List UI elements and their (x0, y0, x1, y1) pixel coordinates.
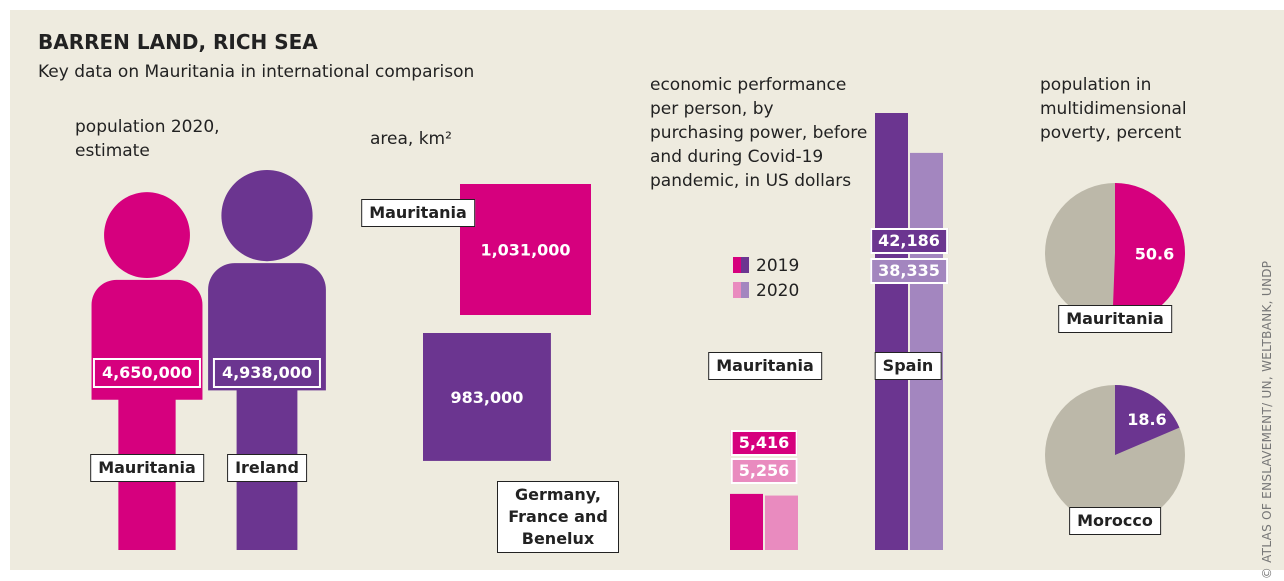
legend-swatch (733, 282, 741, 298)
chart-title: population 2020, estimate (75, 117, 220, 161)
chart-title: economic performance per person, by purc… (650, 75, 868, 191)
area-square (423, 333, 551, 461)
value-label: 4,650,000 (92, 358, 202, 388)
subtitle: Key data on Mauritania in international … (38, 62, 475, 82)
category-label: Germany, France and Benelux (497, 481, 619, 553)
value-label: 4,938,000 (212, 358, 322, 388)
legend-swatch (741, 282, 749, 298)
category-label: Morocco (1069, 507, 1161, 535)
category-label: Ireland (227, 454, 307, 482)
legend-label: 2020 (756, 281, 799, 301)
area-square (460, 184, 591, 315)
category-label: Mauritania (361, 199, 475, 227)
pie-slice (1115, 385, 1180, 455)
category-label: Spain (874, 352, 942, 380)
chart-title: population in multidimensional poverty, … (1040, 75, 1187, 143)
category-label: Mauritania (708, 352, 822, 380)
value-label: 50.6 (1135, 245, 1174, 264)
category-label: Mauritania (90, 454, 204, 482)
pie-slice (1112, 183, 1186, 323)
title: BARREN LAND, RICH SEA (38, 30, 318, 54)
bar (765, 495, 798, 550)
bar (730, 493, 763, 550)
value-label: 18.6 (1127, 410, 1166, 429)
bar (875, 113, 908, 550)
value-label: 38,335 (870, 258, 948, 284)
value-label: 983,000 (451, 388, 524, 407)
value-label: 5,256 (730, 457, 798, 484)
bar (910, 152, 943, 550)
value-label: 42,186 (870, 228, 948, 254)
category-label: Mauritania (1058, 305, 1172, 333)
value-label: 1,031,000 (480, 241, 570, 260)
chart-title: area, km² (370, 129, 452, 149)
value-label: 5,416 (730, 429, 798, 456)
legend-swatch (733, 257, 741, 273)
legend-label: 2019 (756, 256, 799, 276)
legend-swatch (741, 257, 749, 273)
credit: © ATLAS OF ENSLAVEMENT/ UN, WELTBANK, UN… (1260, 260, 1274, 580)
